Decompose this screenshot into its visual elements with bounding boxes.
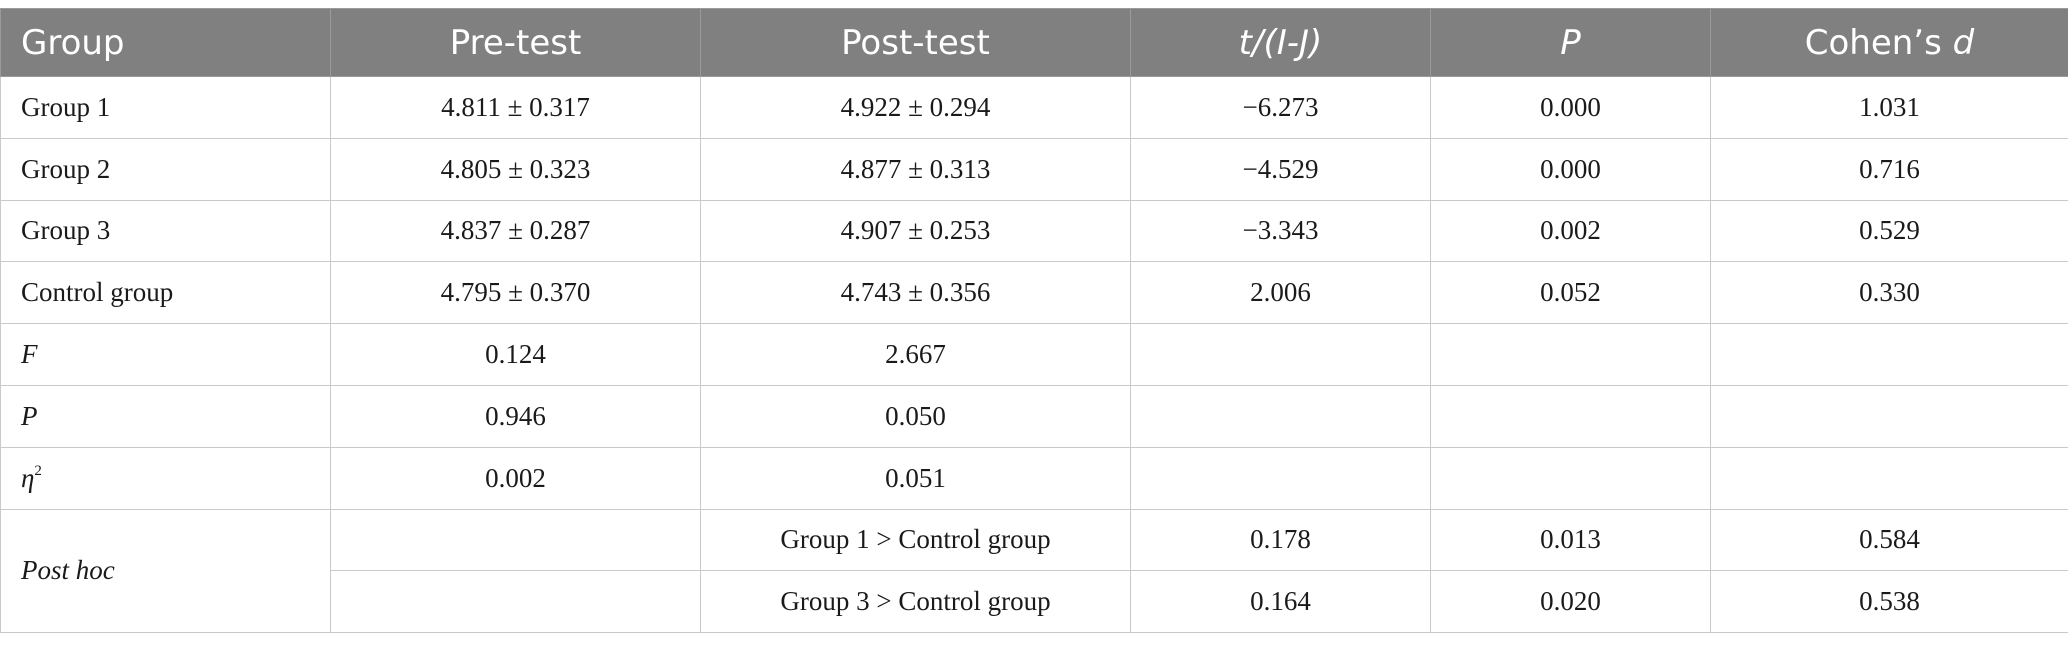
header-group: Group bbox=[0, 8, 331, 77]
empty-cell bbox=[1130, 323, 1431, 386]
posthoc-comparison: Group 1 > Control group bbox=[700, 508, 1131, 572]
header-row: Group Pre-test Post-test t/(I-J) P Cohen… bbox=[0, 8, 2068, 77]
cohens-d-value: 0.330 bbox=[1710, 261, 2068, 325]
post-test-value: 4.922 ± 0.294 bbox=[700, 76, 1131, 139]
posthoc-row: Post hoc Group 1 > Control group 0.178 0… bbox=[0, 508, 2068, 634]
table-row: Control group 4.795 ± 0.370 4.743 ± 0.35… bbox=[0, 261, 2068, 325]
empty-cell bbox=[1710, 446, 2068, 510]
posthoc-p-value: 0.020 bbox=[1430, 570, 1711, 634]
stat-label: P bbox=[0, 384, 331, 448]
eta-superscript: 2 bbox=[34, 462, 42, 479]
stat-row-eta-squared: η2 0.002 0.051 bbox=[0, 446, 2068, 510]
pre-test-value: 4.805 ± 0.323 bbox=[330, 137, 701, 201]
posthoc-label: Post hoc bbox=[0, 508, 331, 634]
posthoc-t-value: 0.178 bbox=[1130, 508, 1431, 572]
empty-cell bbox=[1710, 384, 2068, 448]
table-row: Group 1 4.811 ± 0.317 4.922 ± 0.294 −6.2… bbox=[0, 76, 2068, 139]
posthoc-t-value: 0.164 bbox=[1130, 570, 1431, 634]
empty-cell bbox=[330, 508, 701, 572]
t-value: −4.529 bbox=[1130, 137, 1431, 201]
header-post-test: Post-test bbox=[700, 8, 1131, 77]
eta-symbol: η bbox=[21, 462, 35, 493]
post-test-value: 4.877 ± 0.313 bbox=[700, 137, 1131, 201]
header-p: P bbox=[1430, 8, 1711, 77]
pre-test-value: 4.837 ± 0.287 bbox=[330, 199, 701, 263]
header-cohens-d-symbol: d bbox=[1952, 22, 1975, 63]
stat-row-f: F 0.124 2.667 bbox=[0, 323, 2068, 386]
posthoc-comparison: Group 3 > Control group bbox=[700, 570, 1131, 634]
stat-label: F bbox=[0, 323, 331, 386]
empty-cell bbox=[330, 570, 701, 634]
row-label: Group 3 bbox=[0, 199, 331, 263]
post-test-value: 4.743 ± 0.356 bbox=[700, 261, 1131, 325]
t-value: −3.343 bbox=[1130, 199, 1431, 263]
empty-cell bbox=[1430, 446, 1711, 510]
stat-label: η2 bbox=[0, 446, 331, 510]
table-row: Group 2 4.805 ± 0.323 4.877 ± 0.313 −4.5… bbox=[0, 137, 2068, 201]
post-test-stat: 0.050 bbox=[700, 384, 1131, 448]
p-value: 0.002 bbox=[1430, 199, 1711, 263]
t-value: −6.273 bbox=[1130, 76, 1431, 139]
p-value: 0.000 bbox=[1430, 76, 1711, 139]
posthoc-cohens-d: 0.538 bbox=[1710, 570, 2068, 634]
empty-cell bbox=[1430, 323, 1711, 386]
header-t-ij: t/(I-J) bbox=[1130, 8, 1431, 77]
posthoc-cohens-d: 0.584 bbox=[1710, 508, 2068, 572]
row-label: Group 1 bbox=[0, 76, 331, 139]
t-value: 2.006 bbox=[1130, 261, 1431, 325]
pre-test-value: 4.811 ± 0.317 bbox=[330, 76, 701, 139]
posthoc-row: Group 3 > Control group 0.164 0.020 0.53… bbox=[1, 570, 2068, 634]
row-label: Group 2 bbox=[0, 137, 331, 201]
stat-row-p: P 0.946 0.050 bbox=[0, 384, 2068, 448]
table-row: Group 3 4.837 ± 0.287 4.907 ± 0.253 −3.3… bbox=[0, 199, 2068, 263]
empty-cell bbox=[1130, 384, 1431, 448]
pre-test-stat: 0.946 bbox=[330, 384, 701, 448]
row-label: Control group bbox=[0, 261, 331, 325]
cohens-d-value: 0.529 bbox=[1710, 199, 2068, 263]
cohens-d-value: 1.031 bbox=[1710, 76, 2068, 139]
posthoc-p-value: 0.013 bbox=[1430, 508, 1711, 572]
post-test-stat: 2.667 bbox=[700, 323, 1131, 386]
post-test-stat: 0.051 bbox=[700, 446, 1131, 510]
cohens-d-value: 0.716 bbox=[1710, 137, 2068, 201]
empty-cell bbox=[1130, 446, 1431, 510]
pre-test-stat: 0.124 bbox=[330, 323, 701, 386]
header-pre-test: Pre-test bbox=[330, 8, 701, 77]
pre-test-stat: 0.002 bbox=[330, 446, 701, 510]
results-table: Group Pre-test Post-test t/(I-J) P Cohen… bbox=[0, 8, 2068, 634]
pre-test-value: 4.795 ± 0.370 bbox=[330, 261, 701, 325]
header-cohens-prefix: Cohen’s bbox=[1804, 22, 1953, 63]
empty-cell bbox=[1710, 323, 2068, 386]
p-value: 0.052 bbox=[1430, 261, 1711, 325]
p-value: 0.000 bbox=[1430, 137, 1711, 201]
post-test-value: 4.907 ± 0.253 bbox=[700, 199, 1131, 263]
header-cohens-d: Cohen’s d bbox=[1710, 8, 2068, 77]
empty-cell bbox=[1430, 384, 1711, 448]
